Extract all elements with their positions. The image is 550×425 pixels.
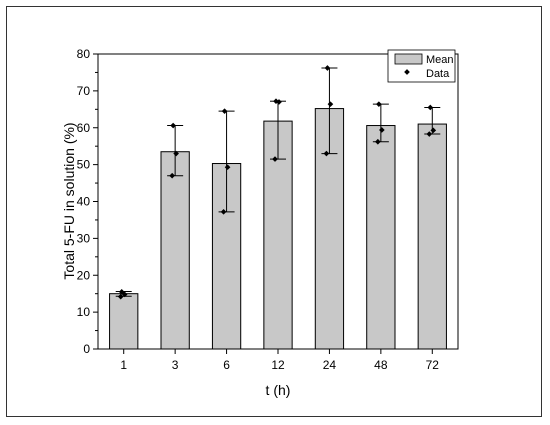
data-point-48	[375, 138, 381, 145]
data-point-3	[173, 150, 179, 157]
data-point-24	[323, 150, 330, 157]
data-point-3	[170, 122, 176, 129]
legend-swatch-mean	[394, 53, 423, 65]
x-tick-label: 12	[271, 358, 285, 372]
data-point-12	[276, 99, 282, 105]
y-axis: 0 10 20 30 40 50 60 70 80	[77, 47, 98, 356]
y-tick-label: 60	[77, 121, 91, 135]
bar-72	[417, 123, 447, 350]
data-point-6	[220, 208, 227, 215]
x-tick-label: 6	[223, 358, 230, 372]
x-tick-label: 24	[323, 358, 337, 372]
x-tick-label: 3	[172, 358, 179, 372]
data-point-6	[224, 164, 231, 171]
data-point-72	[427, 104, 434, 111]
y-tick-label: 70	[77, 84, 91, 98]
x-tick-label: 1	[120, 358, 127, 372]
legend-label-mean: Mean	[426, 54, 454, 66]
data-point-72	[426, 131, 433, 137]
bars-group	[109, 108, 447, 350]
data-point-48	[376, 101, 382, 107]
data-point-1	[121, 291, 128, 298]
y-tick-label: 40	[77, 195, 91, 209]
y-tick-label: 50	[77, 158, 91, 172]
legend-marker-data	[404, 69, 410, 75]
data-point-72	[430, 127, 437, 134]
y-tick-label: 20	[77, 268, 91, 282]
data-point-24	[324, 65, 331, 71]
data-point-12	[272, 156, 278, 162]
bar-48	[366, 125, 396, 350]
bar-1	[109, 293, 139, 350]
x-tick-label: 48	[374, 358, 388, 372]
data-point-6	[221, 108, 228, 114]
y-tick-label: 10	[77, 305, 91, 319]
y-tick-label: 80	[77, 47, 91, 61]
y-tick-label: 0	[83, 342, 90, 356]
legend: Mean Data	[387, 49, 456, 83]
data-point-24	[327, 101, 334, 107]
data-points-group	[117, 65, 437, 300]
x-axis-title: t (h)	[266, 382, 291, 398]
x-axis: 1 3 6 12 24 48 72	[120, 349, 439, 372]
data-point-1	[117, 293, 124, 300]
data-point-3	[169, 172, 175, 179]
y-axis-title: Total 5-FU in solution (%)	[61, 122, 77, 279]
legend-label-data: Data	[426, 68, 450, 80]
y-tick-label: 30	[77, 231, 91, 245]
x-tick-label: 72	[426, 358, 440, 372]
bar-3	[160, 151, 190, 350]
